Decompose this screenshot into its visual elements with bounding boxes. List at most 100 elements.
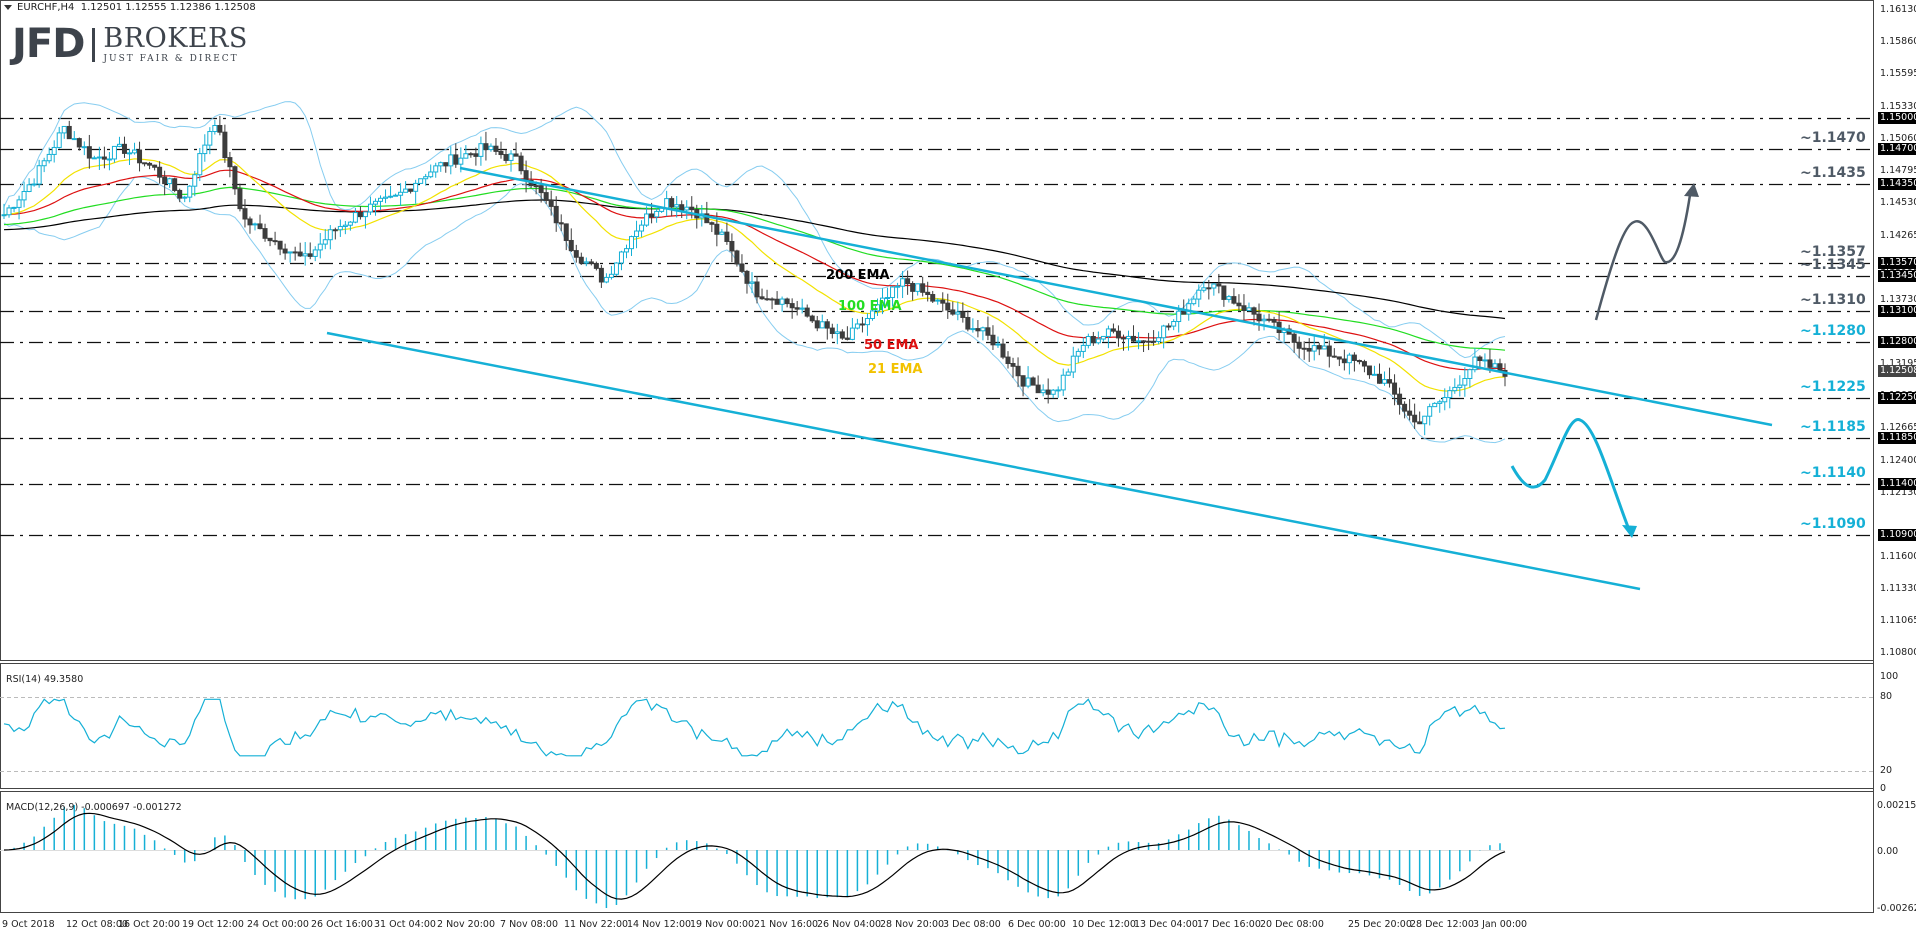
ema100-label: 100 EMA: [838, 299, 902, 314]
level-label: ~1.1310: [1800, 292, 1866, 309]
time-tick: 31 Oct 04:00: [374, 919, 436, 930]
bull-candle: [106, 158, 112, 161]
bull-candle: [1346, 354, 1352, 364]
bear-candle: [1131, 335, 1137, 342]
bear-candle: [1151, 340, 1157, 343]
bear-candle: [1231, 296, 1237, 304]
symbol-name: EURCHF,H4: [17, 2, 75, 13]
bear-candle: [1397, 393, 1403, 405]
logo-brand: JFD: [12, 21, 85, 67]
bull-candle: [719, 231, 725, 235]
bear-candle: [357, 212, 363, 218]
bear-candle: [814, 320, 820, 329]
bull-candle: [1196, 289, 1202, 300]
bollinger-lower-line: [3, 176, 1506, 444]
channel-lower-line: [326, 331, 1641, 591]
bull-candle: [71, 138, 77, 141]
bear-candle: [1336, 356, 1342, 360]
bull-candle: [312, 249, 318, 257]
price-tick: 1.15330: [1880, 101, 1916, 112]
bear-candle: [1000, 343, 1006, 358]
bull-candle: [1176, 310, 1182, 323]
bull-candle: [383, 196, 389, 199]
bear-candle: [1221, 285, 1227, 300]
bull-candle: [347, 221, 353, 226]
bull-candle: [182, 196, 188, 199]
time-tick: 25 Dec 20:00: [1348, 919, 1412, 930]
bull-candle: [322, 239, 328, 245]
bullish-arrowhead-icon: [1684, 183, 1699, 197]
bull-candle: [428, 171, 434, 178]
bear-candle: [1110, 328, 1116, 332]
bearish-scenario-arrow: [1510, 418, 1630, 528]
bear-candle: [172, 178, 178, 191]
level-price-box: 1.12800: [1878, 335, 1916, 348]
bear-candle: [945, 302, 951, 311]
bear-candle: [282, 248, 288, 254]
bear-candle: [307, 253, 313, 257]
dropdown-triangle-icon[interactable]: [4, 4, 12, 10]
bear-candle: [1376, 373, 1382, 384]
bull-candle: [187, 185, 193, 198]
price-tick: 1.14795: [1880, 165, 1916, 176]
symbol-header[interactable]: EURCHF,H4 1.12501 1.12555 1.12386 1.1250…: [4, 2, 256, 13]
bull-candle: [869, 310, 875, 320]
bear-candle: [1296, 341, 1302, 349]
bull-candle: [21, 191, 27, 201]
bullish-scenario-arrow: [1594, 194, 1692, 321]
bull-candle: [56, 132, 62, 148]
bull-candle: [603, 276, 609, 283]
bear-candle: [1115, 330, 1121, 339]
bear-candle: [157, 166, 163, 178]
bull-candle: [207, 131, 213, 146]
bear-candle: [844, 337, 850, 340]
bear-candle: [709, 222, 715, 225]
bear-candle: [147, 162, 153, 166]
time-tick: 26 Oct 16:00: [311, 919, 373, 930]
bear-candle: [1010, 363, 1016, 367]
bear-candle: [1271, 319, 1277, 323]
bear-candle: [1256, 313, 1262, 322]
bull-candle: [1, 214, 7, 217]
logo-text: BROKERS JUST FAIR & DIRECT: [103, 24, 248, 65]
bear-candle: [518, 155, 524, 172]
price-tick: 1.12130: [1880, 487, 1916, 498]
bull-candle: [478, 143, 484, 157]
bull-candle: [337, 225, 343, 231]
channel-upper-line: [459, 166, 1773, 427]
bull-candle: [352, 212, 358, 223]
bear-candle: [598, 267, 604, 283]
bull-candle: [1065, 371, 1071, 376]
bull-candle: [1472, 356, 1478, 371]
bull-candle: [664, 198, 670, 209]
bull-candle: [1452, 386, 1458, 392]
bull-candle: [403, 188, 409, 193]
bear-candle: [784, 298, 790, 305]
bull-candle: [398, 191, 404, 196]
price-tick: 1.12400: [1880, 455, 1916, 466]
level-price-box: 1.11850: [1878, 432, 1916, 445]
bull-candle: [1457, 384, 1463, 388]
bull-candle: [438, 162, 444, 167]
bear-candle: [1366, 365, 1372, 376]
bear-candle: [498, 150, 504, 156]
bull-candle: [1060, 374, 1066, 391]
bull-candle: [1211, 283, 1217, 289]
bull-candle: [1427, 406, 1433, 417]
bear-candle: [558, 222, 564, 225]
bear-candle: [247, 218, 253, 226]
level-label: ~1.1140: [1800, 465, 1866, 482]
bear-candle: [142, 162, 148, 165]
bear-candle: [503, 154, 509, 161]
bear-candle: [724, 231, 730, 242]
bear-candle: [237, 188, 243, 210]
bull-candle: [127, 152, 133, 155]
bull-candle: [1025, 377, 1031, 387]
bull-candle: [327, 229, 333, 241]
bear-candle: [950, 309, 956, 315]
bear-candle: [1316, 345, 1322, 350]
bull-candle: [1105, 328, 1111, 337]
level-label: ~1.1185: [1800, 419, 1866, 436]
bull-candle: [11, 206, 17, 209]
